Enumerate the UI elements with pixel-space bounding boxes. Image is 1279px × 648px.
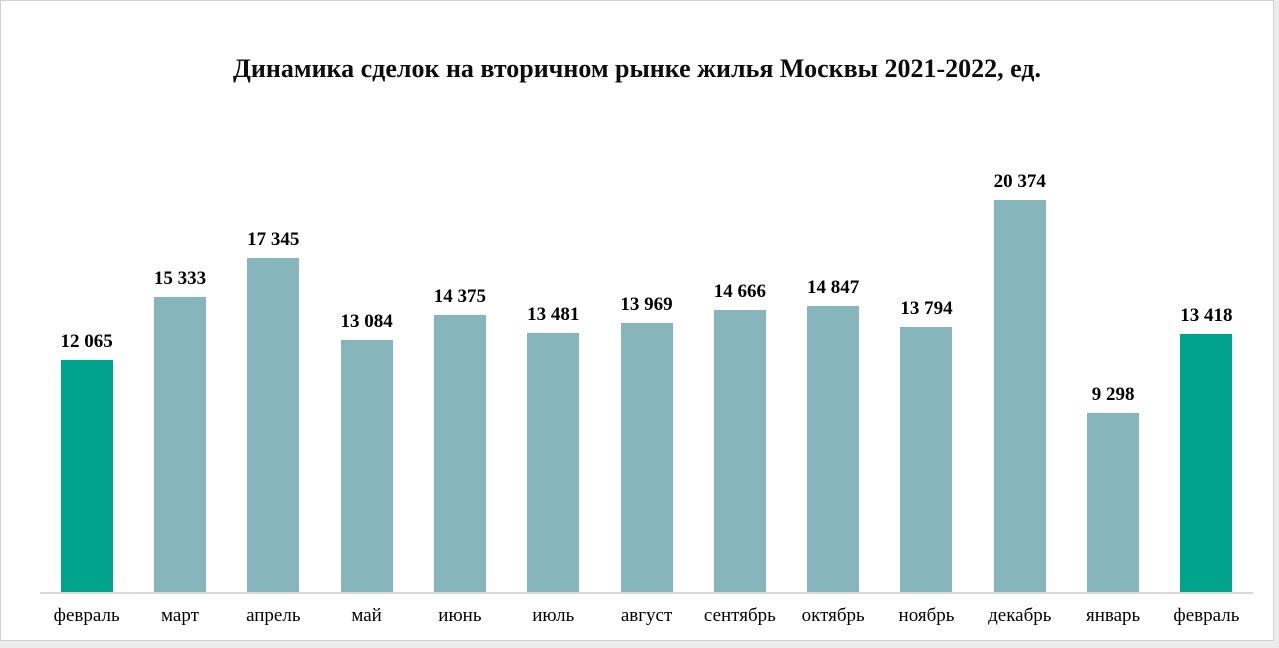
- bar-slot: 14 847 октябрь: [787, 1, 880, 626]
- bar-value-label: 13 481: [527, 304, 580, 325]
- bar: [1087, 413, 1140, 592]
- bar-value-label: 13 794: [900, 298, 953, 319]
- bar: [1180, 334, 1233, 592]
- bar: [433, 315, 486, 592]
- bar-value-label: 14 847: [807, 277, 860, 298]
- bar: [620, 323, 673, 592]
- bar-category-label: февраль: [1173, 605, 1240, 626]
- bar-category-label: июль: [532, 605, 575, 626]
- bars-row: 12 065 февраль 15 333 март 17 345 апрель 13 08…: [40, 1, 1253, 626]
- bar-slot: 9 298 январь: [1066, 1, 1159, 626]
- x-axis-line: [40, 592, 1253, 594]
- bar-category-label: апрель: [246, 605, 301, 626]
- bar: [807, 306, 860, 592]
- bar-value-label: 12 065: [60, 331, 113, 352]
- bar-value-label: 15 333: [153, 268, 207, 289]
- bar: [527, 333, 580, 592]
- bar-category-label: март: [161, 605, 199, 626]
- bar: [713, 310, 766, 592]
- bar-category-label: январь: [1085, 605, 1141, 626]
- bar-category-label: июнь: [438, 605, 482, 626]
- bar-slot: 13 969 август: [600, 1, 693, 626]
- bar-slot: 17 345 апрель: [227, 1, 320, 626]
- bar: [153, 297, 206, 592]
- bar-value-label: 14 375: [433, 286, 487, 307]
- bar-value-label: 13 084: [340, 311, 393, 332]
- chart-title: Динамика сделок на вторичном рынке жилья…: [233, 54, 1041, 83]
- bar-slot: 14 375 июнь: [413, 1, 506, 626]
- bar-value-label: 14 666: [713, 281, 766, 302]
- bar-category-label: август: [620, 605, 673, 626]
- bar-slot: 12 065 февраль: [40, 1, 133, 626]
- plot-area: 12 065 февраль 15 333 март 17 345 апрель 13 08…: [40, 1, 1253, 626]
- bar: [340, 340, 393, 592]
- bar-category-label: ноябрь: [898, 605, 955, 626]
- bar-value-label: 13 418: [1180, 305, 1233, 326]
- bar: [60, 360, 113, 592]
- bar-category-label: декабрь: [988, 605, 1052, 626]
- bar-slot: 15 333 март: [133, 1, 226, 626]
- bar-category-label: октябрь: [801, 605, 865, 626]
- bar-slot: 13 481 июль: [507, 1, 600, 626]
- bar-slot: 13 794 ноябрь: [880, 1, 973, 626]
- bar-category-label: февраль: [53, 605, 120, 626]
- bar-value-label: 17 345: [247, 229, 300, 250]
- bar-value-label: 13 969: [620, 294, 673, 315]
- bar-value-label: 20 374: [993, 171, 1046, 192]
- bar-category-label: сентябрь: [703, 605, 776, 626]
- bar-category-label: май: [351, 605, 382, 626]
- bar: [247, 258, 300, 592]
- bar-slot: 13 418 февраль: [1160, 1, 1253, 626]
- bar-value-label: 9 298: [1091, 384, 1135, 405]
- bar-slot: 20 374 декабрь: [973, 1, 1066, 626]
- bar-slot: 14 666 сентябрь: [693, 1, 786, 626]
- bar: [993, 200, 1046, 592]
- bar: [900, 327, 953, 592]
- bar-slot: 13 084 май: [320, 1, 413, 626]
